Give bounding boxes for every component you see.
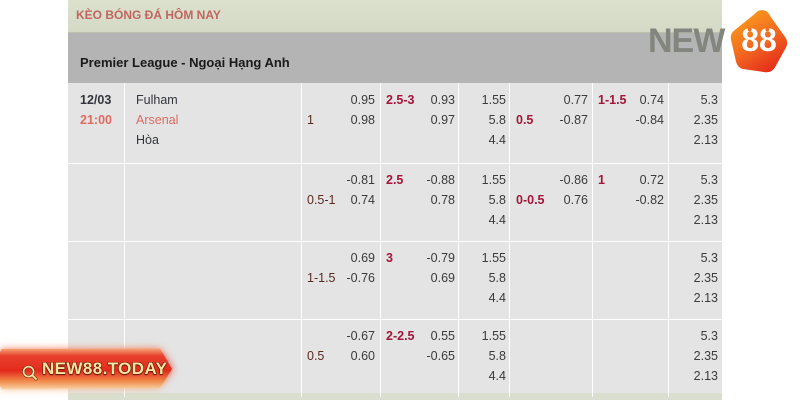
svg-text:88: 88 (741, 22, 777, 58)
